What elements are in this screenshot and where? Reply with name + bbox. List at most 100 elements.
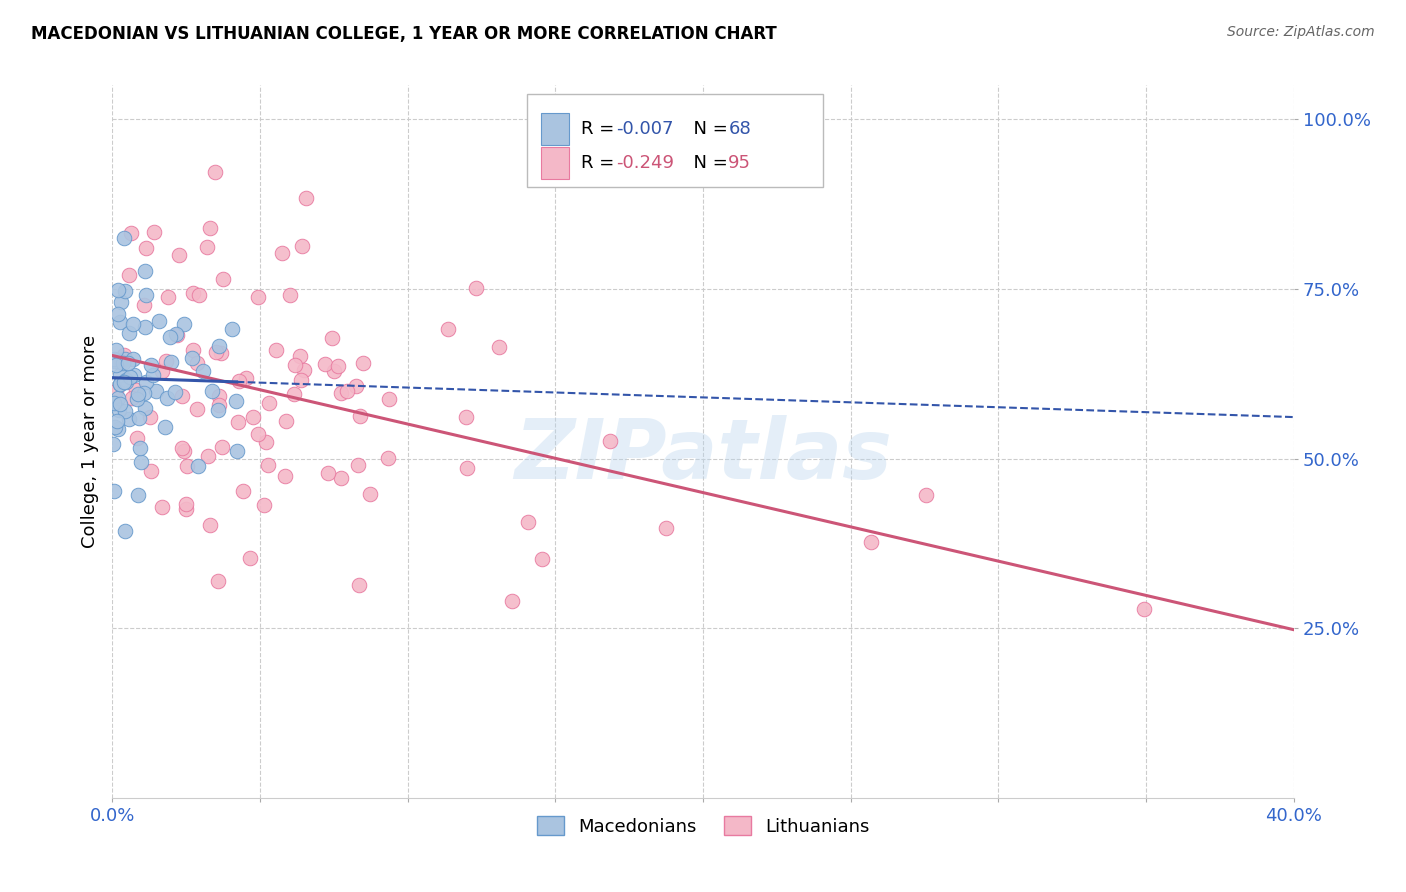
Point bbox=[114, 524, 136, 539]
Point bbox=[238, 550, 260, 565]
Point bbox=[134, 298, 156, 312]
Point bbox=[207, 574, 229, 588]
Legend: Macedonians, Lithuanians: Macedonians, Lithuanians bbox=[529, 809, 877, 843]
Point bbox=[330, 471, 353, 485]
Point bbox=[117, 356, 139, 370]
Point bbox=[142, 368, 165, 382]
Point bbox=[112, 347, 135, 361]
Y-axis label: College, 1 year or more: College, 1 year or more bbox=[80, 335, 98, 548]
Point bbox=[456, 461, 478, 475]
Point bbox=[186, 402, 208, 417]
Point bbox=[198, 518, 221, 533]
Point bbox=[118, 268, 141, 282]
Point bbox=[107, 421, 129, 435]
Point bbox=[378, 392, 401, 406]
Point bbox=[138, 409, 160, 424]
Point bbox=[346, 379, 368, 393]
Point bbox=[108, 397, 131, 411]
Point bbox=[121, 391, 143, 405]
Point bbox=[225, 394, 247, 409]
Point bbox=[150, 500, 173, 514]
Point bbox=[359, 487, 381, 501]
Point bbox=[115, 375, 138, 389]
Point bbox=[456, 410, 478, 425]
Point bbox=[117, 326, 139, 340]
Point bbox=[256, 458, 278, 472]
Point bbox=[377, 450, 399, 465]
Point bbox=[501, 593, 523, 607]
Point bbox=[128, 410, 150, 425]
Point bbox=[314, 357, 336, 371]
Point bbox=[103, 437, 125, 451]
Text: N =: N = bbox=[682, 120, 734, 138]
Point bbox=[531, 552, 554, 566]
Point bbox=[225, 443, 247, 458]
Point bbox=[103, 395, 125, 409]
Point bbox=[655, 521, 678, 535]
Point bbox=[112, 375, 135, 389]
Text: N =: N = bbox=[682, 154, 734, 172]
Point bbox=[204, 164, 226, 178]
Point bbox=[129, 441, 152, 455]
Point bbox=[270, 246, 292, 260]
Point bbox=[208, 339, 231, 353]
Point bbox=[105, 343, 128, 358]
Point bbox=[599, 434, 621, 448]
Text: MACEDONIAN VS LITHUANIAN COLLEGE, 1 YEAR OR MORE CORRELATION CHART: MACEDONIAN VS LITHUANIAN COLLEGE, 1 YEAR… bbox=[31, 25, 776, 43]
Point bbox=[110, 354, 132, 368]
Point bbox=[135, 241, 157, 255]
Point bbox=[205, 345, 228, 359]
Point bbox=[114, 403, 136, 417]
Point bbox=[173, 318, 195, 332]
Point bbox=[167, 248, 190, 262]
Point bbox=[290, 373, 312, 387]
Point bbox=[170, 442, 193, 456]
Point bbox=[323, 364, 346, 378]
Point bbox=[221, 321, 243, 335]
Point bbox=[174, 502, 197, 516]
Point bbox=[165, 326, 187, 341]
Text: 68: 68 bbox=[728, 120, 751, 138]
Point bbox=[155, 420, 177, 434]
Point bbox=[125, 392, 148, 407]
Point bbox=[107, 307, 129, 321]
Point bbox=[150, 364, 173, 378]
Point bbox=[247, 290, 270, 304]
Point bbox=[134, 264, 156, 278]
Text: ZIPatlas: ZIPatlas bbox=[515, 416, 891, 496]
Point bbox=[112, 231, 135, 245]
Point bbox=[186, 356, 208, 370]
Point bbox=[278, 288, 301, 302]
Point bbox=[145, 384, 167, 399]
Point bbox=[198, 221, 221, 235]
Point bbox=[127, 387, 149, 401]
Point bbox=[349, 409, 371, 423]
Point bbox=[166, 328, 188, 343]
Point bbox=[201, 384, 224, 398]
Text: R =: R = bbox=[581, 120, 620, 138]
Point bbox=[112, 356, 135, 370]
Point bbox=[336, 384, 359, 398]
Point bbox=[292, 362, 315, 376]
Point bbox=[163, 384, 186, 399]
Point bbox=[148, 314, 170, 328]
Point bbox=[186, 458, 208, 473]
Point bbox=[253, 498, 276, 512]
Text: 95: 95 bbox=[728, 154, 751, 172]
Point bbox=[181, 343, 204, 358]
Point bbox=[212, 272, 235, 286]
Point bbox=[114, 373, 136, 387]
Point bbox=[156, 290, 179, 304]
Point bbox=[135, 376, 157, 390]
Point bbox=[107, 283, 129, 297]
Point bbox=[235, 371, 257, 385]
Point bbox=[110, 368, 132, 382]
Point bbox=[242, 410, 264, 425]
Point bbox=[103, 483, 125, 498]
Point bbox=[274, 414, 297, 428]
Point bbox=[121, 352, 143, 367]
Point bbox=[181, 286, 204, 301]
Point bbox=[176, 458, 198, 473]
Point bbox=[134, 319, 156, 334]
Point bbox=[104, 384, 127, 399]
